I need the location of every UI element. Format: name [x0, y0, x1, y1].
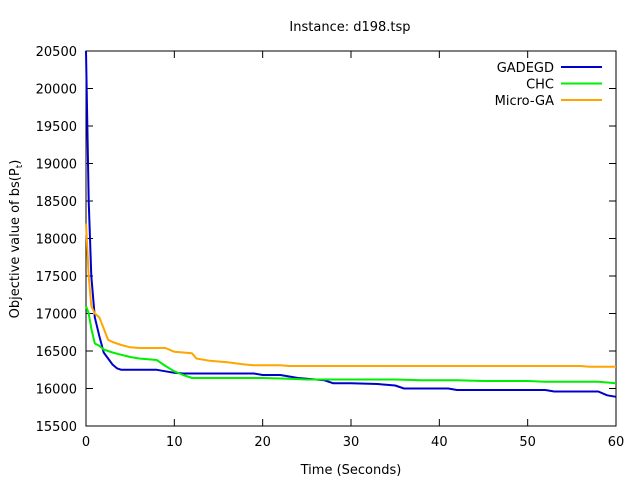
y-axis-title: Objective value of bs(Pt)	[8, 160, 25, 319]
series-line-micro-ga	[85, 223, 616, 368]
legend-label-chc: CHC	[526, 78, 554, 93]
y-tick-label: 17000	[36, 308, 77, 323]
plot-area: 15500 16000 16500 17000 17500 18000 18500 19000…	[36, 45, 625, 450]
chart-title: Instance: d198.tsp	[289, 20, 410, 35]
y-tick-label: 19000	[36, 158, 77, 173]
x-tick-label: 0	[82, 435, 90, 450]
y-tick-label: 15500	[36, 420, 77, 435]
x-tick-label: 40	[431, 435, 448, 450]
x-axis-title: Time (Seconds)	[300, 463, 402, 478]
x-tick-label: 20	[254, 435, 271, 450]
x-tick-label: 60	[608, 435, 625, 450]
y-tick-label: 18500	[36, 195, 77, 210]
legend-label-gadegd: GADEGD	[497, 61, 554, 76]
y-tick-label: 16000	[36, 383, 77, 398]
series-line-gadegd	[85, 50, 617, 398]
x-tick-label: 10	[166, 435, 183, 450]
series-line-chc	[85, 305, 617, 385]
y-tick-label: 17500	[36, 270, 77, 285]
y-tick-label: 20500	[36, 45, 77, 60]
y-tick-label: 20000	[36, 83, 77, 98]
y-tick-label: 16500	[36, 345, 77, 360]
x-tick-label: 50	[519, 435, 536, 450]
y-tick-label: 19500	[36, 120, 77, 135]
y-tick-label: 18000	[36, 233, 77, 248]
series-layer	[85, 50, 617, 398]
legend-label-micro-ga: Micro-GA	[495, 94, 554, 109]
x-tick-label: 30	[343, 435, 360, 450]
